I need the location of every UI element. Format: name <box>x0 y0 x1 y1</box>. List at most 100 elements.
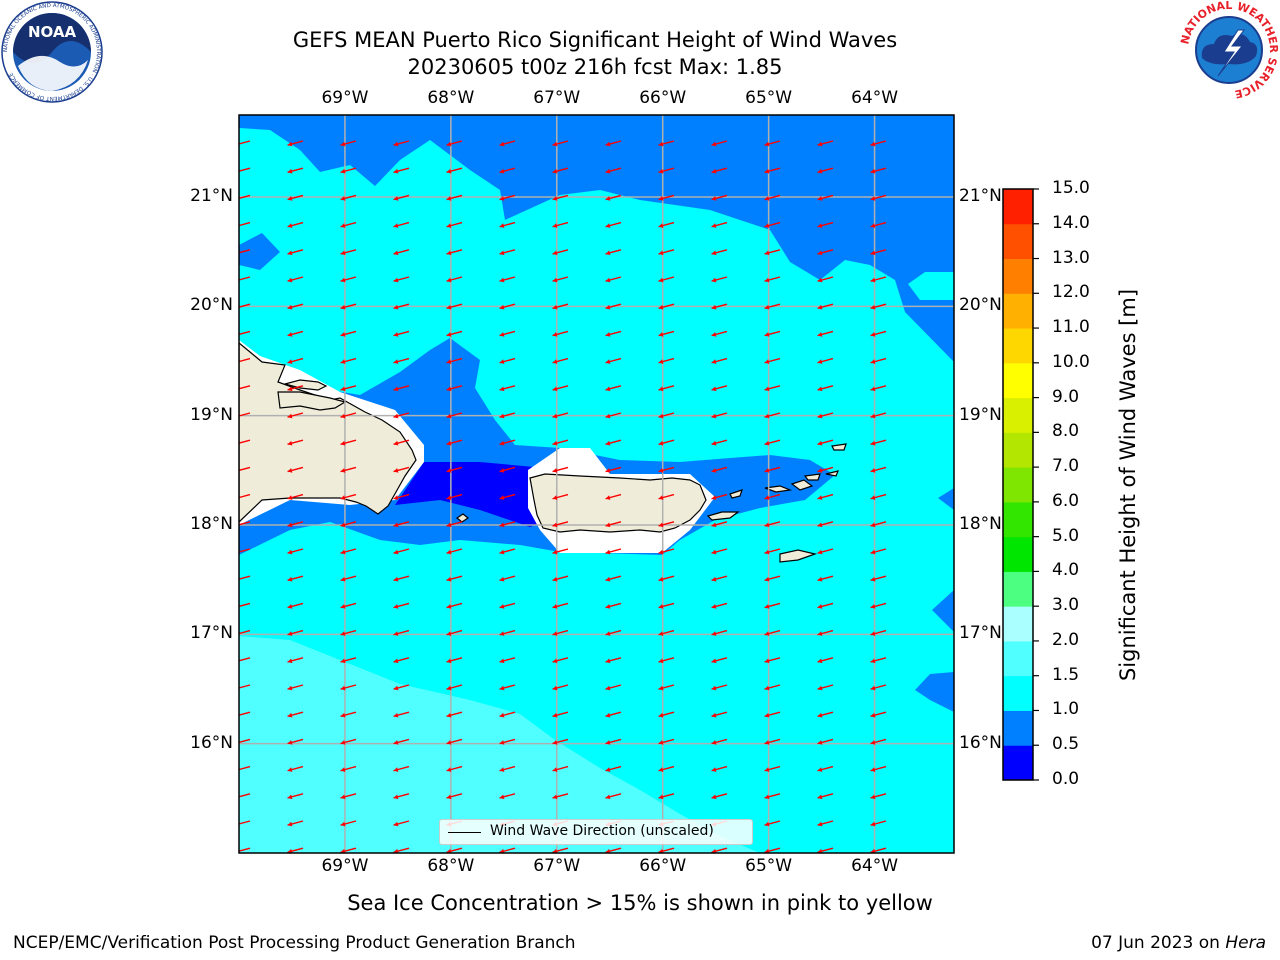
wave-direction-arrow <box>446 439 463 446</box>
wave-direction-arrow <box>393 493 410 500</box>
wave-direction-arrow <box>552 167 569 174</box>
wave-direction-arrow <box>817 629 834 636</box>
wave-direction-arrow <box>287 847 304 853</box>
wave-direction-arrow <box>552 548 569 555</box>
wave-direction-arrow <box>499 249 516 256</box>
wave-band-0-5-1-0-west <box>239 233 280 270</box>
longitude-label: 67°W <box>533 88 581 108</box>
wave-direction-arrow <box>870 521 887 528</box>
map-subtitle: 20230605 t00z 216h fcst Max: 1.85 <box>407 55 783 79</box>
longitude-label: 69°W <box>321 88 369 108</box>
wave-direction-arrow <box>764 738 781 745</box>
colorbar-tick-label: 7.0 <box>1052 456 1080 477</box>
legend-label: Wind Wave Direction (unscaled) <box>490 823 714 839</box>
wave-direction-arrow <box>870 412 887 419</box>
wave-direction-arrow <box>499 439 516 446</box>
wave-direction-arrow <box>340 194 357 201</box>
wave-direction-arrow <box>605 602 622 609</box>
wave-direction-arrow <box>287 357 304 364</box>
wave-direction-arrow <box>393 357 410 364</box>
wave-direction-arrow <box>499 385 516 392</box>
colorbar-swatch <box>1003 745 1033 781</box>
wave-direction-arrow <box>287 466 304 473</box>
wave-direction-arrow <box>340 140 357 147</box>
wave-direction-arrow <box>658 357 675 364</box>
wave-direction-arrow <box>552 357 569 364</box>
wave-direction-arrow <box>552 249 569 256</box>
wave-direction-arrow <box>499 847 516 853</box>
colorbar-tick-label: 3.0 <box>1052 595 1080 616</box>
wave-direction-arrow <box>499 412 516 419</box>
wave-direction-arrow <box>446 548 463 555</box>
nws-logo: NATIONAL WEATHER SERVICE <box>1178 0 1280 100</box>
wave-direction-arrow <box>658 493 675 500</box>
wave-direction-arrow <box>552 738 569 745</box>
longitude-label: 65°W <box>745 856 793 876</box>
wave-direction-arrow <box>552 521 569 528</box>
colorbar-tick-label: 10.0 <box>1052 351 1090 372</box>
wave-direction-arrow <box>446 738 463 745</box>
wave-direction-arrow <box>552 276 569 283</box>
wave-direction-arrow <box>552 412 569 419</box>
wave-direction-arrow <box>287 385 304 392</box>
wave-direction-arrow <box>870 167 887 174</box>
wave-direction-arrow <box>870 357 887 364</box>
colorbar-swatch <box>1003 432 1033 468</box>
wave-direction-arrow <box>817 303 834 310</box>
wave-direction-arrow <box>552 466 569 473</box>
wave-direction-arrow <box>340 330 357 337</box>
wave-direction-arrow <box>605 167 622 174</box>
wave-direction-arrow <box>393 303 410 310</box>
wave-direction-arrow <box>605 140 622 147</box>
latitude-label: 19°N <box>959 404 1002 425</box>
wave-direction-arrow <box>340 412 357 419</box>
wave-direction-arrow <box>552 439 569 446</box>
wave-direction-arrow <box>340 439 357 446</box>
colorbar-swatch <box>1003 501 1033 538</box>
wave-direction-arrow <box>764 385 781 392</box>
wave-direction-arrow <box>287 167 304 174</box>
latitude-label: 18°N <box>190 514 233 534</box>
wave-direction-arrow <box>658 629 675 636</box>
wave-direction-arrow <box>446 303 463 310</box>
wave-direction-arrow <box>817 194 834 201</box>
wave-direction-arrow <box>499 357 516 364</box>
wave-direction-arrow <box>287 521 304 528</box>
wave-direction-arrow <box>870 194 887 201</box>
wave-direction-arrow <box>817 140 834 147</box>
wave-direction-arrow <box>287 738 304 745</box>
colorbar-swatch <box>1003 467 1033 503</box>
wave-direction-arrow <box>605 439 622 446</box>
wave-direction-arrow <box>446 793 463 800</box>
wave-direction-arrow <box>287 765 304 772</box>
wave-direction-arrow <box>764 657 781 664</box>
longitude-label: 66°W <box>639 88 687 108</box>
wave-direction-arrow <box>552 793 569 800</box>
wave-direction-arrow <box>711 249 728 256</box>
wave-direction-arrow <box>393 330 410 337</box>
wave-direction-arrow <box>393 793 410 800</box>
wave-direction-arrow <box>393 140 410 147</box>
wave-direction-arrow <box>499 330 516 337</box>
colorbar-tick-label: 0.0 <box>1052 769 1080 789</box>
wave-direction-arrow <box>658 385 675 392</box>
latitude-label: 16°N <box>959 732 1002 753</box>
wave-direction-arrow <box>393 194 410 201</box>
hispaniola-land <box>239 342 417 523</box>
legend-line-icon <box>448 832 481 833</box>
wave-direction-arrow <box>764 303 781 310</box>
wave-direction-arrow <box>446 276 463 283</box>
longitude-label: 67°W <box>533 856 581 876</box>
colorbar-tick-label: 1.5 <box>1052 664 1080 685</box>
wave-direction-arrow <box>340 629 357 636</box>
wave-direction-arrow <box>870 221 887 228</box>
wave-direction-arrow <box>393 602 410 609</box>
wave-direction-arrow <box>340 249 357 256</box>
wave-direction-arrow <box>817 820 834 827</box>
longitude-label: 64°W <box>851 856 899 876</box>
wave-direction-arrow <box>393 820 410 827</box>
longitude-label: 64°W <box>851 88 899 108</box>
wave-direction-arrow <box>764 466 781 473</box>
wave-direction-arrow <box>287 412 304 419</box>
wave-direction-arrow <box>817 249 834 256</box>
